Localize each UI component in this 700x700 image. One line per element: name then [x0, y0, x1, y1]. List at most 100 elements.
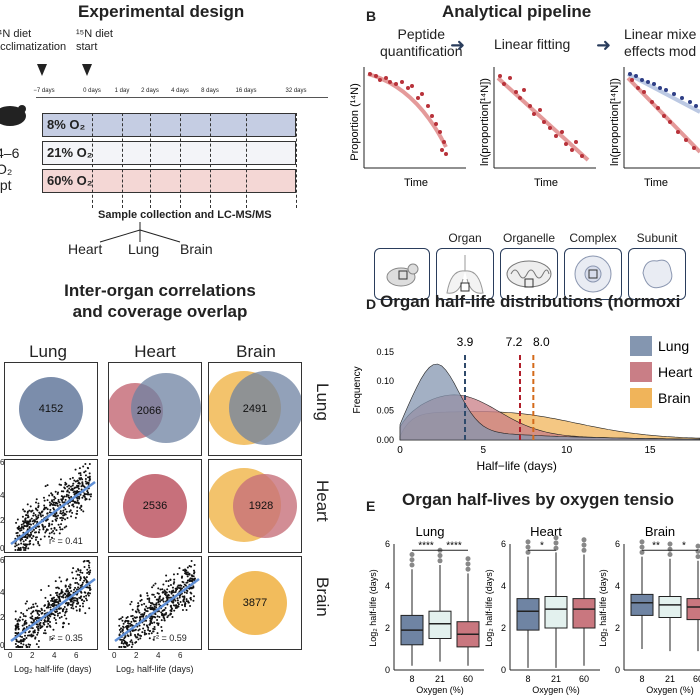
organ-heart: Heart: [68, 241, 103, 257]
scatter-point: [129, 622, 132, 625]
boxplot-ytick: 6: [501, 539, 506, 549]
scatter-point: [189, 598, 192, 601]
scatter-point: [80, 485, 83, 488]
scatter-point: [168, 596, 171, 599]
scatter-point: [193, 577, 196, 580]
scatter-point: [45, 519, 48, 522]
scatter-point: [149, 617, 152, 620]
scatter-point: [37, 506, 40, 509]
scatter-point: [80, 508, 83, 511]
scatter-point: [62, 517, 65, 520]
scatter-point: [65, 610, 68, 613]
scatter-point: [156, 622, 159, 625]
scatter-point: [34, 602, 37, 605]
mini-point: [664, 88, 668, 92]
scatter-point: [20, 639, 23, 642]
scatter-point: [151, 586, 154, 589]
scatter-point: [19, 646, 22, 648]
scatter-point: [22, 612, 25, 615]
scatter-point: [84, 597, 87, 600]
scatter-point: [167, 614, 170, 617]
scatter-point: [30, 517, 33, 520]
scatter-point: [30, 537, 33, 540]
mini-point: [628, 72, 632, 76]
scatter-point: [55, 529, 58, 532]
scatter-point: [50, 531, 53, 534]
scatter-point: [52, 628, 55, 631]
scatter-point: [51, 602, 54, 605]
scatter-ytick: 0: [0, 641, 5, 650]
scatter-point: [57, 612, 60, 615]
scatter-point: [36, 623, 39, 626]
count-lung-heart: 2066: [136, 405, 162, 417]
mini-plot-linear: ln(proportion[¹⁴N]) Time: [479, 67, 596, 189]
scatter-point: [22, 643, 25, 646]
timepoint-dash: [122, 113, 123, 208]
scatter-point: [29, 505, 32, 508]
scatter-point: [50, 604, 53, 607]
scatter-point: [164, 592, 167, 595]
scatter-point: [35, 536, 38, 539]
scatter-point: [158, 603, 161, 606]
scatter-point: [185, 609, 188, 612]
scatter-point: [53, 532, 56, 535]
scatter-point: [88, 571, 91, 574]
boxplot-outlier: [553, 535, 559, 541]
scatter-point: [88, 584, 91, 587]
mini-point: [542, 120, 546, 124]
scatter-point: [140, 603, 143, 606]
mini-point: [676, 130, 680, 134]
scatter-point: [49, 503, 52, 506]
scatter-point: [157, 601, 160, 604]
scatter-point: [47, 622, 50, 625]
scatter-point: [47, 617, 50, 620]
mini-point: [680, 96, 684, 100]
boxplot-box: [428, 610, 452, 639]
scatter-point: [48, 494, 51, 497]
scatter-point: [45, 506, 48, 509]
scatter-point: [69, 477, 72, 480]
significance-stars: **: [652, 540, 660, 551]
scatter-point: [14, 549, 17, 551]
scatter-point: [34, 618, 37, 621]
scatter-point: [77, 586, 80, 589]
scatter-point: [41, 514, 44, 517]
scatter-point: [56, 586, 59, 589]
boxplot-box: [544, 596, 568, 629]
scatter-point: [89, 592, 92, 595]
timepoint-dash: [210, 113, 211, 208]
mini-point: [650, 100, 654, 104]
n15-diet-label: ¹⁵N diet start: [76, 28, 113, 53]
scatter-point: [87, 594, 90, 597]
scatter-point: [156, 592, 159, 595]
scatter-point: [34, 514, 37, 517]
scatter-point: [47, 600, 50, 603]
scatter-point: [53, 617, 56, 620]
scatter-point: [44, 531, 47, 534]
density-xlabel: Half−life (days): [476, 459, 556, 473]
scatter-point: [130, 600, 133, 603]
scatter-point: [83, 492, 86, 495]
boxplot-xtick: 60: [693, 674, 700, 684]
scatter-point: [139, 599, 142, 602]
scatter-point: [14, 542, 17, 545]
scatter-point: [151, 617, 154, 620]
scatter-point: [76, 602, 79, 605]
scatter-point: [21, 640, 24, 643]
scatter-point: [61, 519, 64, 522]
scatter-point: [25, 644, 28, 647]
scatter-point: [124, 636, 127, 639]
scatter-point: [26, 510, 29, 513]
timeline-tick: 2 days: [141, 88, 159, 94]
scatter-point: [140, 615, 143, 618]
scatter-point: [68, 496, 71, 499]
scatter-point: [28, 646, 31, 648]
scatter-point: [66, 490, 69, 493]
scatter-point: [172, 573, 175, 576]
scatter-point: [23, 524, 26, 527]
scatter-point: [88, 566, 91, 569]
scatter-point: [174, 606, 177, 609]
scatter-point: [48, 523, 51, 526]
median-label: 7.2: [506, 335, 523, 349]
scatter-point: [25, 636, 28, 639]
